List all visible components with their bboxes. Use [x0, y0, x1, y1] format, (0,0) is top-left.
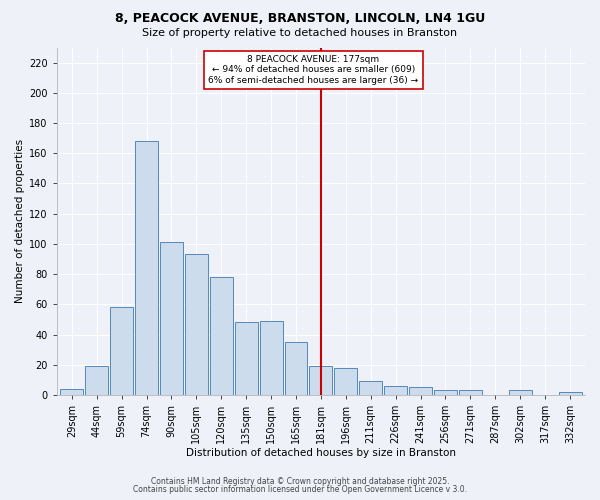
Bar	[185, 254, 208, 395]
Bar	[384, 386, 407, 395]
Bar	[559, 392, 581, 395]
Bar	[110, 308, 133, 395]
Bar	[61, 389, 83, 395]
Bar	[310, 366, 332, 395]
Bar	[434, 390, 457, 395]
Bar	[334, 368, 357, 395]
Text: Size of property relative to detached houses in Branston: Size of property relative to detached ho…	[142, 28, 458, 38]
Bar	[135, 141, 158, 395]
Bar	[160, 242, 183, 395]
Text: 8 PEACOCK AVENUE: 177sqm
← 94% of detached houses are smaller (609)
6% of semi-d: 8 PEACOCK AVENUE: 177sqm ← 94% of detach…	[208, 55, 418, 85]
Bar	[509, 390, 532, 395]
Bar	[459, 390, 482, 395]
Bar	[260, 321, 283, 395]
Bar	[409, 388, 432, 395]
X-axis label: Distribution of detached houses by size in Branston: Distribution of detached houses by size …	[186, 448, 456, 458]
Bar	[210, 277, 233, 395]
Bar	[235, 322, 257, 395]
Bar	[284, 342, 307, 395]
Bar	[85, 366, 108, 395]
Text: 8, PEACOCK AVENUE, BRANSTON, LINCOLN, LN4 1GU: 8, PEACOCK AVENUE, BRANSTON, LINCOLN, LN…	[115, 12, 485, 26]
Bar	[359, 382, 382, 395]
Text: Contains public sector information licensed under the Open Government Licence v : Contains public sector information licen…	[133, 485, 467, 494]
Text: Contains HM Land Registry data © Crown copyright and database right 2025.: Contains HM Land Registry data © Crown c…	[151, 477, 449, 486]
Y-axis label: Number of detached properties: Number of detached properties	[15, 139, 25, 304]
